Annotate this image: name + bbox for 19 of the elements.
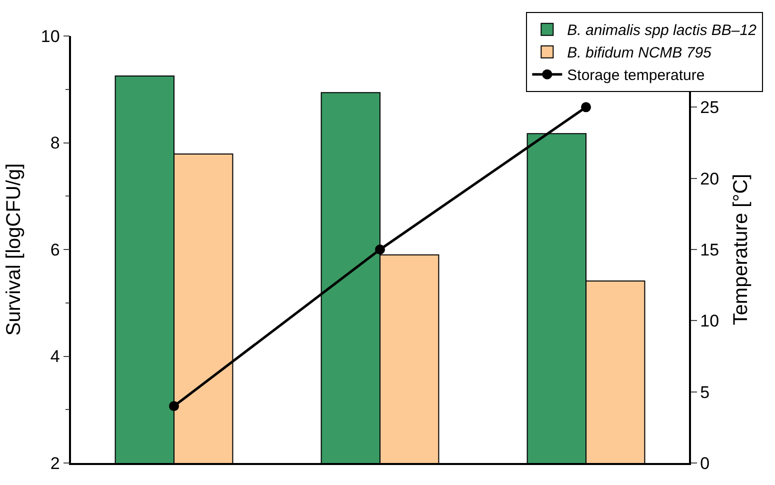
y-tick-label: 8 xyxy=(50,134,60,153)
y-tick-label: 4 xyxy=(50,347,60,366)
y2-tick-label: 10 xyxy=(700,312,720,331)
y-tick-label: 2 xyxy=(50,454,60,473)
y-axis-title: Survival [logCFU/g] xyxy=(2,163,25,336)
legend-label: B. bifidum NCMB 795 xyxy=(567,44,712,62)
y2-tick-label: 15 xyxy=(700,240,720,260)
y2-tick-label: 5 xyxy=(700,382,710,402)
point xyxy=(169,401,179,412)
point xyxy=(375,244,385,254)
y-tick-label: 10 xyxy=(40,26,60,46)
legend-label: Storage temperature xyxy=(567,67,705,84)
legend-label: B. animalis spp lactis BB–12 xyxy=(567,22,758,40)
point xyxy=(581,102,591,112)
y2-tick-label: 25 xyxy=(700,98,720,118)
y2-axis-title: Temperature [°C] xyxy=(730,174,752,326)
y-tick-label: 6 xyxy=(50,240,60,260)
y2-tick-label: 0 xyxy=(700,454,710,473)
y2-tick-label: 20 xyxy=(700,169,720,188)
